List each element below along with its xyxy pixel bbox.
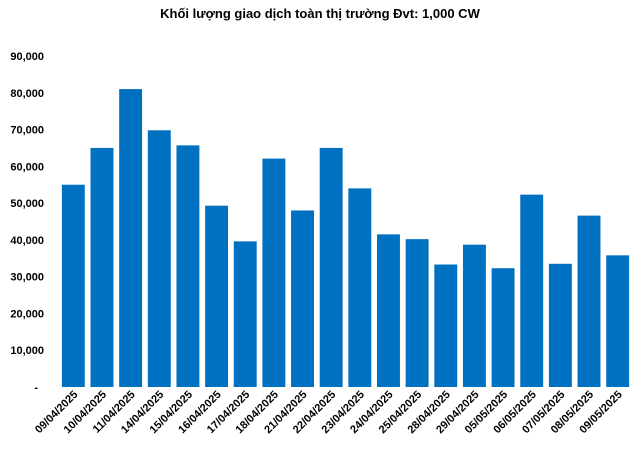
bar — [205, 205, 229, 387]
y-tick-label: - — [34, 382, 38, 394]
x-axis: 09/04/202510/04/202511/04/202514/04/2025… — [33, 389, 625, 436]
y-tick-label: 70,000 — [10, 125, 44, 137]
bar — [434, 264, 458, 387]
bar — [377, 234, 400, 387]
bar — [291, 210, 314, 387]
bar — [405, 239, 429, 387]
y-tick-label: 30,000 — [10, 272, 44, 284]
y-tick-label: 60,000 — [10, 161, 44, 173]
bar — [61, 184, 85, 387]
y-tick-label: 20,000 — [10, 308, 44, 320]
bars — [61, 89, 630, 388]
bar — [491, 268, 515, 387]
y-tick-label: 40,000 — [10, 235, 44, 247]
chart-title: Khối lượng giao dịch toàn thị trường Đvt… — [160, 6, 480, 21]
bar — [348, 188, 372, 387]
bar — [262, 158, 286, 387]
bar — [462, 244, 486, 387]
bar — [147, 130, 171, 388]
bar — [577, 215, 601, 387]
y-tick-label: 10,000 — [10, 345, 44, 357]
bar — [606, 255, 630, 387]
bar — [319, 147, 343, 387]
bar — [119, 89, 143, 387]
bar — [90, 147, 114, 387]
y-tick-label: 90,000 — [10, 51, 44, 63]
bar — [233, 241, 257, 387]
y-tick-label: 80,000 — [10, 88, 44, 100]
y-tick-label: 50,000 — [10, 198, 44, 210]
bar — [548, 263, 572, 387]
bar — [176, 145, 200, 387]
y-axis: - 10,000 20,000 30,000 40,000 50,000 60,000 70,… — [10, 51, 44, 394]
bar — [520, 194, 544, 387]
